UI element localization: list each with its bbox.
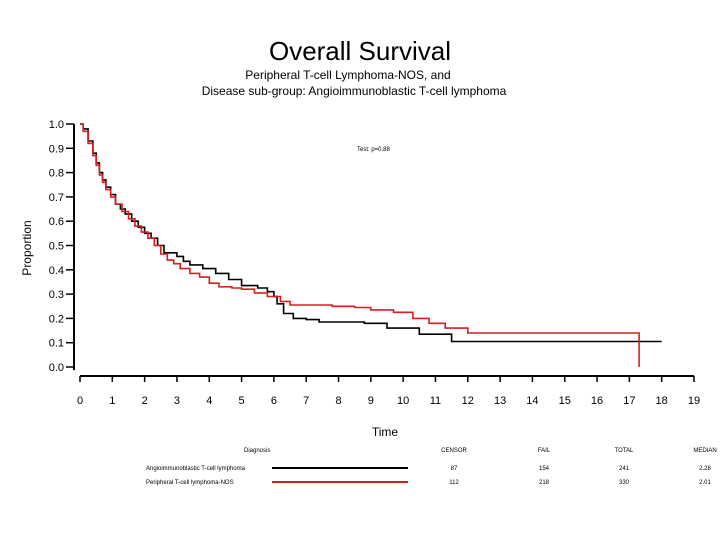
x-tick-label: 0 xyxy=(77,395,83,407)
x-tick-label: 5 xyxy=(239,395,245,407)
legend-series-name: Angioimmunoblastic T-cell lymphoma xyxy=(146,466,246,472)
y-tick-label: 0.7 xyxy=(49,192,64,204)
y-axis-ticks: 0.0 0.1 0.2 0.3 0.4 0.5 0.6 0.7 0.8 0.9 1.0 xyxy=(49,119,74,374)
legend-fail-value: 154 xyxy=(539,466,550,472)
x-tick-label: 12 xyxy=(462,395,474,407)
y-tick-label: 0.4 xyxy=(49,265,64,277)
x-axis-label: Time xyxy=(372,425,399,439)
legend-total-value: 330 xyxy=(619,480,630,486)
x-tick-label: 19 xyxy=(688,395,700,407)
x-tick-label: 16 xyxy=(591,395,603,407)
legend-header-censor: CENSOR xyxy=(441,448,467,454)
y-tick-label: 0.5 xyxy=(49,241,64,253)
legend-header-fail: FAIL xyxy=(538,448,551,454)
x-tick-label: 7 xyxy=(303,395,309,407)
legend-series-name: Peripheral T-cell lymphoma-NOS xyxy=(146,480,234,486)
y-tick-label: 0.2 xyxy=(49,313,64,325)
x-tick-label: 2 xyxy=(142,395,148,407)
legend-header-median: MEDIAN xyxy=(693,448,716,454)
legend-median-value: 2.28 xyxy=(699,466,711,472)
y-tick-label: 0.3 xyxy=(49,289,64,301)
x-tick-label: 14 xyxy=(526,395,538,407)
y-tick-label: 0.6 xyxy=(49,216,64,228)
legend-censor-value: 112 xyxy=(449,480,459,486)
x-tick-label: 3 xyxy=(174,395,180,407)
chart-subtitle-line-1: Peripheral T-cell Lymphoma-NOS, and xyxy=(245,68,450,82)
chart-title: Overall Survival xyxy=(269,36,451,66)
x-tick-label: 9 xyxy=(368,395,374,407)
chart-subtitle-line-2: Disease sub-group: Angioimmunoblastic T-… xyxy=(202,84,507,98)
legend-median-value: 2.01 xyxy=(699,480,711,486)
x-tick-label: 18 xyxy=(656,395,668,407)
legend-total-value: 241 xyxy=(619,466,630,472)
legend-header-diagnosis: Diagnosis xyxy=(244,448,270,454)
x-tick-label: 8 xyxy=(335,395,341,407)
legend-fail-value: 218 xyxy=(539,480,550,486)
legend-header-total: TOTAL xyxy=(615,448,634,454)
y-tick-label: 0.8 xyxy=(49,168,64,180)
y-axis-label: Proportion xyxy=(20,220,34,275)
legend-table: Diagnosis CENSOR FAIL TOTAL MEDIAN Angio… xyxy=(146,448,717,486)
x-axis-ticks: 0 1 2 3 4 5 6 7 8 9 10 11 12 13 14 15 16 17 18 19 xyxy=(77,376,700,407)
survival-curves xyxy=(80,123,662,367)
y-tick-label: 1.0 xyxy=(49,119,64,131)
y-tick-label: 0.1 xyxy=(49,338,64,350)
x-tick-label: 15 xyxy=(559,395,571,407)
y-tick-label: 0.9 xyxy=(49,143,64,155)
legend-censor-value: 87 xyxy=(451,466,458,472)
x-tick-label: 1 xyxy=(109,395,115,407)
y-tick-label: 0.0 xyxy=(49,362,64,374)
survival-curve-angioimmunoblastic xyxy=(80,123,662,343)
x-tick-label: 10 xyxy=(397,395,409,407)
x-tick-label: 17 xyxy=(623,395,635,407)
x-tick-label: 6 xyxy=(271,395,277,407)
test-annotation: Test: p=0.88 xyxy=(357,147,391,153)
x-tick-label: 11 xyxy=(430,395,441,407)
x-tick-label: 13 xyxy=(494,395,506,407)
x-tick-label: 4 xyxy=(206,395,212,407)
survival-curve-ptcl-nos xyxy=(80,123,640,367)
